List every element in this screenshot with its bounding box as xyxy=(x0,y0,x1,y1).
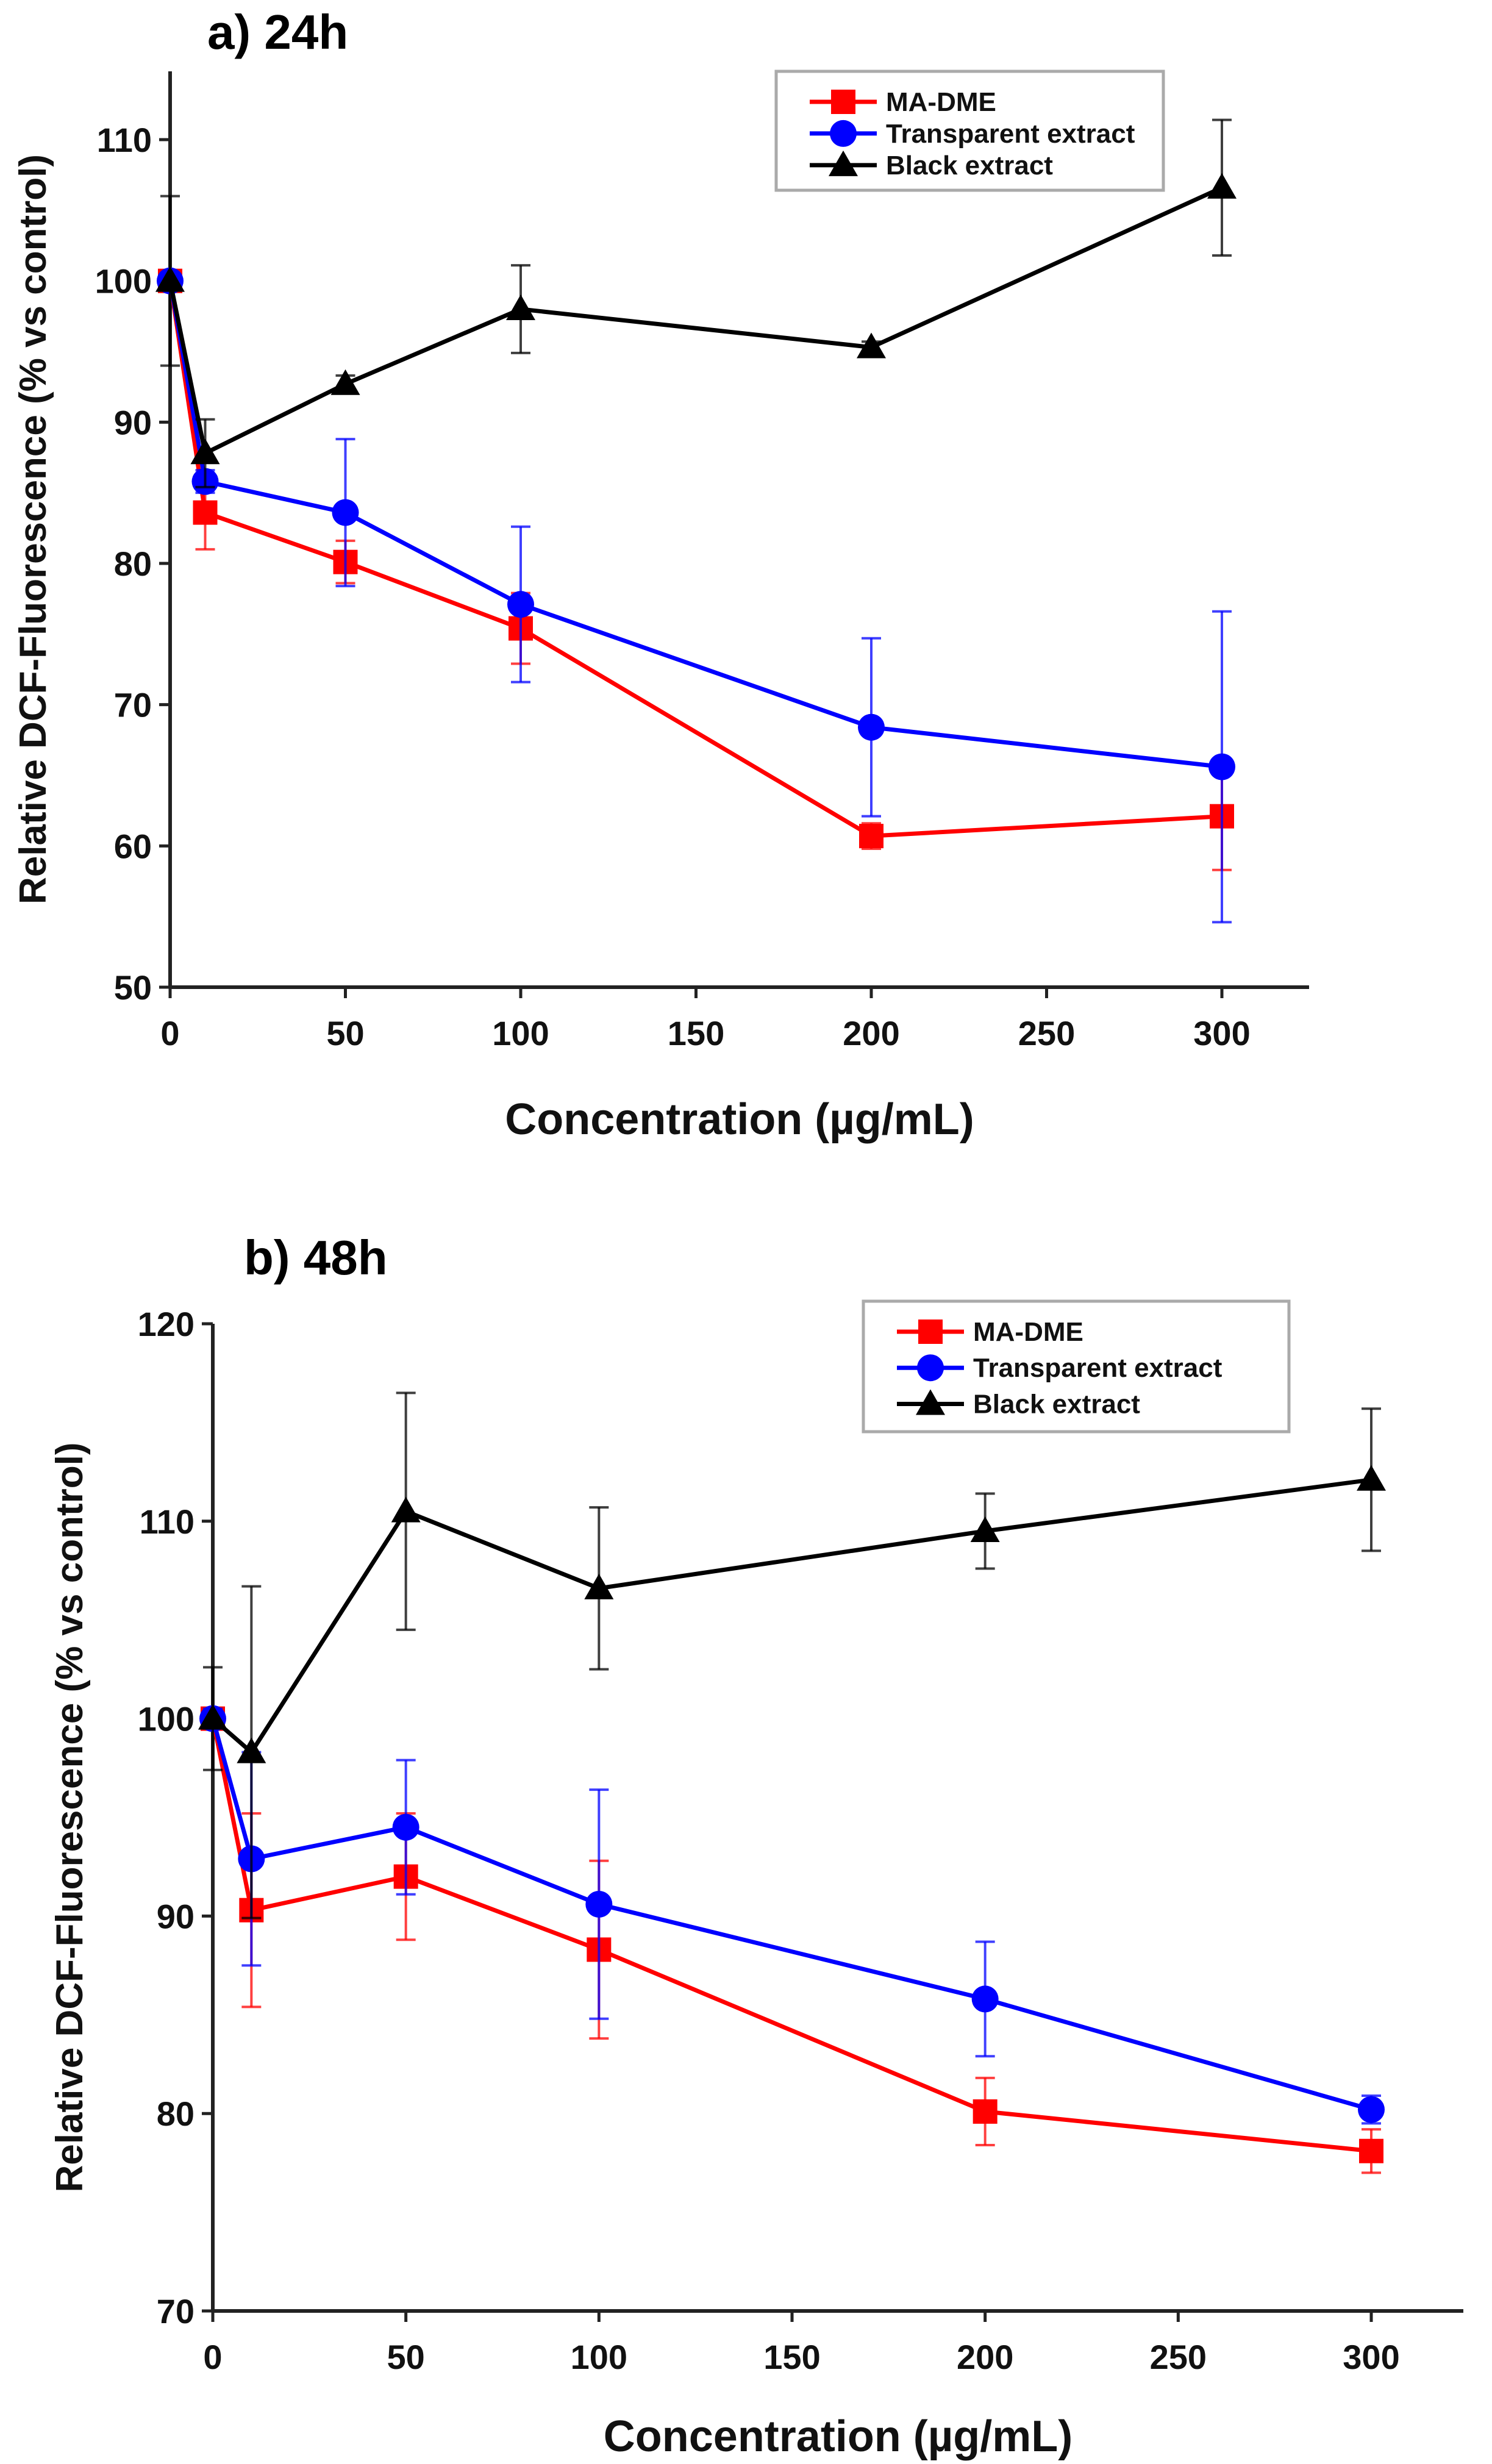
legend-label: MA-DME xyxy=(886,87,996,117)
x-tick-label: 50 xyxy=(326,1014,364,1052)
data-point xyxy=(190,438,220,465)
series-line xyxy=(168,185,1223,457)
x-tick-label: 0 xyxy=(160,1014,179,1052)
data-point xyxy=(198,1704,227,1730)
y-tick-label: 90 xyxy=(157,1897,195,1935)
y-tick-label: 100 xyxy=(95,262,152,301)
data-point xyxy=(584,1573,614,1599)
y-tick-label: 80 xyxy=(157,2094,195,2133)
data-point xyxy=(155,266,185,292)
x-tick-label: 100 xyxy=(492,1014,549,1052)
data-point xyxy=(1207,173,1237,199)
x-tick-label: 100 xyxy=(571,2338,627,2376)
data-point xyxy=(1357,1465,1386,1491)
y-axis-label: Relative DCF-Fluorescence (% vs control) xyxy=(12,154,54,904)
series-transparent-extract xyxy=(199,1705,1385,2125)
data-point xyxy=(585,1890,613,1918)
y-tick-label: 70 xyxy=(114,686,152,724)
data-point xyxy=(973,2099,998,2124)
data-point xyxy=(193,500,218,525)
x-tick-label: 50 xyxy=(387,2338,425,2376)
legend-label: MA-DME xyxy=(973,1317,1083,1347)
data-point xyxy=(392,1813,419,1841)
y-tick-label: 110 xyxy=(97,121,152,159)
data-point xyxy=(237,1737,266,1763)
data-point xyxy=(971,1985,999,2013)
x-tick-label: 300 xyxy=(1343,2338,1399,2376)
legend-marker xyxy=(918,1319,943,1344)
data-point xyxy=(1358,2096,1385,2123)
chart-panel-b: b) 48h 0 50 100 150 200 250 300 70 80 90 100 110 120 C… xyxy=(49,1230,1463,2461)
y-tick-label: 90 xyxy=(114,403,152,441)
y-tick-label: 100 xyxy=(138,1700,195,1738)
data-point xyxy=(332,499,359,526)
series-black-extract xyxy=(155,118,1237,488)
y-tick-label: 110 xyxy=(140,1502,195,1541)
data-point xyxy=(1359,2138,1383,2163)
data-point xyxy=(970,1516,1000,1542)
data-point xyxy=(506,295,535,320)
series-line xyxy=(211,1477,1372,1755)
x-axis-label: Concentration (µg/mL) xyxy=(604,2412,1073,2461)
y-tick-label: 60 xyxy=(114,827,152,865)
x-tick-label: 200 xyxy=(843,1014,899,1052)
legend-marker xyxy=(831,90,855,114)
series-line xyxy=(168,280,1223,770)
legend-label: Black extract xyxy=(973,1389,1140,1419)
chart-title: a) 24h xyxy=(207,5,348,59)
x-tick-label: 200 xyxy=(957,2338,1013,2376)
data-point xyxy=(858,713,885,741)
legend-marker xyxy=(916,1389,945,1415)
y-tick-label: 120 xyxy=(138,1305,195,1343)
series-line xyxy=(210,1718,1372,2154)
data-point xyxy=(507,591,534,618)
x-tick-label: 250 xyxy=(1018,1014,1075,1052)
data-point xyxy=(859,824,883,849)
legend-label: Transparent extract xyxy=(886,119,1135,149)
series-ma-dme xyxy=(158,268,1234,871)
legend-label: Transparent extract xyxy=(973,1353,1223,1383)
series-ma-dme xyxy=(201,1706,1383,2174)
legend-marker xyxy=(829,150,858,176)
legend-marker xyxy=(830,120,857,147)
data-point xyxy=(330,369,360,395)
y-axis-label: Relative DCF-Fluorescence (% vs control) xyxy=(49,1443,91,2193)
x-axis-label: Concentration (µg/mL) xyxy=(505,1095,974,1144)
x-tick-label: 0 xyxy=(203,2338,222,2376)
series-line xyxy=(210,1718,1372,2112)
legend-marker xyxy=(917,1354,944,1382)
data-point xyxy=(391,1496,421,1523)
x-tick-label: 300 xyxy=(1193,1014,1250,1052)
series-line xyxy=(168,280,1223,838)
series-black-extract xyxy=(198,1391,1386,1919)
legend-label: Black extract xyxy=(886,151,1053,180)
x-tick-label: 150 xyxy=(763,2338,820,2376)
y-tick-label: 80 xyxy=(114,545,152,583)
chart-title: b) 48h xyxy=(244,1230,388,1285)
data-point xyxy=(1208,753,1235,780)
x-tick-label: 150 xyxy=(668,1014,724,1052)
legend: MA-DME Transparent extract Black extract xyxy=(862,1299,1291,1434)
y-tick-label: 50 xyxy=(114,968,152,1007)
y-tick-label: 70 xyxy=(157,2292,195,2330)
x-tick-label: 250 xyxy=(1150,2338,1207,2376)
data-point xyxy=(857,332,886,359)
